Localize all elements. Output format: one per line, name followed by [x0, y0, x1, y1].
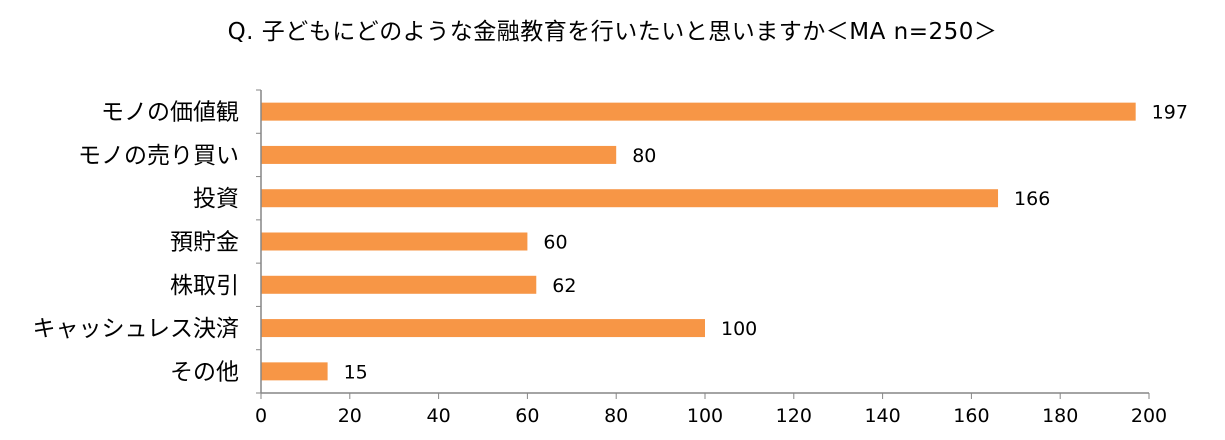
- bar-4: [261, 232, 528, 251]
- x-tick-label: 160: [953, 405, 989, 427]
- value-label: 60: [543, 232, 567, 254]
- chart-title: Q. 子どもにどのような金融教育を行いたいと思いますか＜MA n=250＞: [227, 19, 998, 45]
- x-tick-label: 0: [255, 405, 267, 427]
- bar-3: [261, 189, 999, 208]
- bar-5: [261, 275, 537, 294]
- x-tick-label: 100: [687, 405, 723, 427]
- x-tick-label: 20: [338, 405, 362, 427]
- bar-7: [261, 362, 328, 381]
- value-label: 80: [632, 145, 656, 167]
- bar-2: [261, 145, 617, 164]
- x-tick-label: 40: [427, 405, 451, 427]
- bar-1: [261, 102, 1136, 121]
- x-tick-label: 120: [776, 405, 812, 427]
- x-tick-label: 60: [515, 405, 539, 427]
- category-label: 投資: [193, 186, 239, 212]
- category-label: 株取引: [170, 273, 239, 299]
- category-label: 預貯金: [170, 230, 239, 256]
- x-tick-label: 80: [604, 405, 628, 427]
- category-label: モノの売り買い: [78, 143, 239, 169]
- category-label: その他: [170, 359, 239, 385]
- value-label: 62: [552, 275, 576, 297]
- value-label: 15: [344, 361, 368, 383]
- category-label: キャッシュレス決済: [32, 316, 239, 342]
- x-tick-label: 180: [1042, 405, 1078, 427]
- bar-6: [261, 319, 705, 338]
- value-label: 100: [721, 318, 757, 340]
- x-tick-label: 200: [1131, 405, 1167, 427]
- x-tick-label: 140: [864, 405, 900, 427]
- value-label: 166: [1014, 188, 1050, 210]
- value-label: 197: [1152, 102, 1188, 124]
- category-label: モノの価値観: [101, 100, 239, 126]
